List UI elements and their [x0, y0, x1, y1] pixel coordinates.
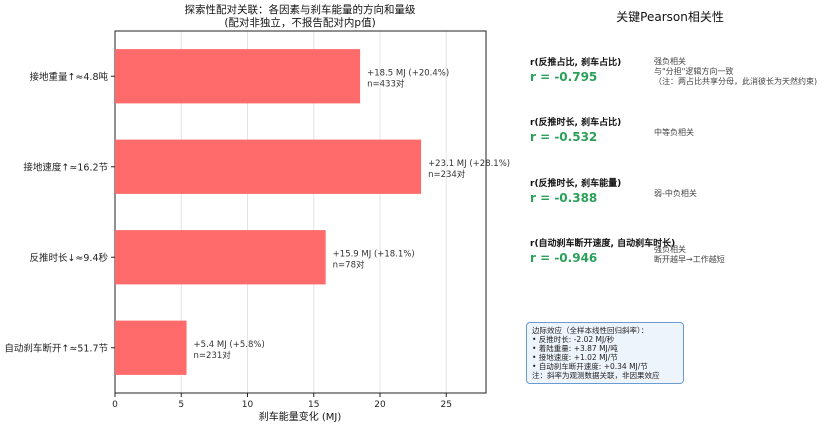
correlation-panel-title: 关键Pearson相关性	[616, 10, 724, 24]
note-line: （注：两占比共享分母，此消彼长为天然约束)	[654, 77, 818, 86]
x-tick-label: 5	[178, 400, 184, 410]
x-tick-label: 15	[308, 400, 319, 410]
plot-frame	[114, 30, 487, 394]
chart-subtitle: (配对非独立，不报告配对内p值)	[224, 16, 375, 29]
data-label: +15.9 MJ (+18.1%)	[333, 249, 415, 259]
bar-chart: 探索性配对关联：各因素与刹车能量的方向和量级 (配对非独立，不报告配对内p值) …	[4, 3, 510, 423]
bar	[115, 49, 361, 104]
marginal-box-title: 边际效应（全样本线性回归斜率）：	[532, 326, 649, 335]
x-tick-label: 0	[112, 400, 118, 410]
y-tick-label: 反推时长↓≈9.4秒	[29, 252, 108, 264]
note-line: 强负相关	[654, 57, 686, 66]
note-line: 与"分担"逻辑方向一致	[654, 67, 734, 76]
x-axis-label: 刹车能量变化 (MJ)	[259, 410, 342, 423]
correlation-label: r(反推时长, 刹车能量)	[530, 179, 622, 189]
bar	[115, 320, 187, 375]
data-label: +5.4 MJ (+5.8%)	[194, 340, 265, 350]
correlation-value: r = -0.946	[530, 251, 598, 265]
correlation-item: r(反推占比, 刹车占比) r = -0.795	[530, 55, 621, 84]
x-tick-label: 25	[441, 400, 452, 410]
note-line: 中等负相关	[654, 128, 694, 137]
correlation-value: r = -0.388	[530, 191, 598, 205]
y-tick-label: 接地速度↑≈16.2节	[23, 161, 108, 173]
correlation-note: 中等负相关	[654, 128, 694, 138]
correlation-item: r(反推时长, 刹车能量) r = -0.388	[530, 176, 621, 205]
data-label: n=234对	[428, 169, 466, 180]
note-line: 强负相关	[654, 245, 686, 254]
x-tick-label: 20	[374, 400, 386, 410]
correlation-item: r(自动刹车断开速度, 自动刹车时长) r = -0.946	[530, 236, 675, 265]
data-label: +23.1 MJ (+28.1%)	[428, 159, 510, 169]
marginal-line: • 反推时长: -2.02 MJ/秒	[532, 335, 615, 344]
bar	[115, 139, 422, 194]
note-line: 断开越早→工作越短	[654, 255, 725, 264]
data-label: +18.5 MJ (+20.4%)	[367, 68, 449, 78]
correlation-note: 弱-中负相关	[654, 189, 697, 199]
correlation-label: r(反推占比, 刹车占比)	[530, 58, 622, 68]
x-tick-label: 10	[242, 400, 254, 410]
marginal-line: • 接地速度: +1.02 MJ/节	[532, 353, 618, 362]
chart-title: 探索性配对关联：各因素与刹车能量的方向和量级	[185, 3, 416, 16]
marginal-line: • 着陆重量: +3.87 MJ/吨	[532, 344, 618, 353]
correlation-label: r(自动刹车断开速度, 自动刹车时长)	[530, 239, 676, 249]
data-label: n=433对	[367, 78, 405, 89]
correlation-value: r = -0.795	[530, 70, 598, 84]
correlation-note: 强负相关 与"分担"逻辑方向一致 （注：两占比共享分母，此消彼长为天然约束)	[654, 57, 817, 87]
correlation-value: r = -0.532	[530, 130, 598, 144]
bar	[115, 230, 326, 285]
y-tick-label: 接地重量↑≈4.8吨	[29, 71, 108, 83]
y-tick-label: 自动刹车断开↑≈51.7节	[4, 342, 108, 354]
marginal-line: • 自动刹车断开速度: +0.34 MJ/节	[532, 362, 648, 371]
marginal-effects-box: 边际效应（全样本线性回归斜率）： • 反推时长: -2.02 MJ/秒 • 着陆…	[526, 322, 684, 384]
correlation-label: r(反推时长, 刹车占比)	[530, 118, 622, 128]
correlation-item: r(反推时长, 刹车占比) r = -0.532	[530, 115, 621, 144]
data-label: n=231对	[194, 350, 232, 361]
note-line: 弱-中负相关	[654, 189, 697, 198]
correlation-note: 强负相关 断开越早→工作越短	[654, 245, 725, 265]
data-label: n=78对	[333, 259, 365, 270]
marginal-footnote: 注：斜率为观测数据关联，非因果效应	[532, 371, 660, 380]
